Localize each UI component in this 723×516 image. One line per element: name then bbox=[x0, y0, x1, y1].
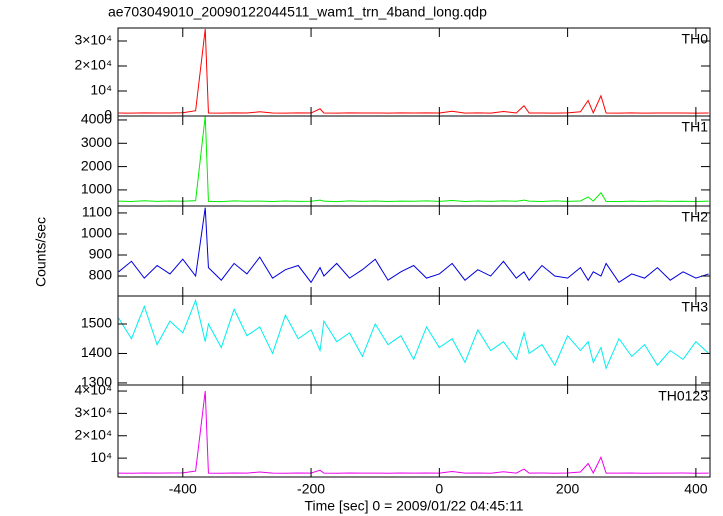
data-line bbox=[118, 116, 709, 203]
y-tick-label: 1000 bbox=[81, 181, 112, 197]
y-tick-label: 1100 bbox=[82, 204, 112, 220]
y-tick-label: 1500 bbox=[81, 315, 112, 331]
y-tick-label: 2000 bbox=[81, 157, 112, 173]
chart-title: ae703049010_20090122044511_wam1_trn_4ban… bbox=[108, 4, 487, 20]
y-tick-label: 10⁴ bbox=[90, 82, 112, 98]
x-tick-label: -400 bbox=[169, 481, 197, 497]
series-name: TH1 bbox=[682, 119, 709, 135]
data-line bbox=[118, 390, 709, 475]
data-line bbox=[118, 298, 710, 370]
panel-frame bbox=[117, 384, 711, 478]
x-tick-label: 200 bbox=[556, 481, 580, 497]
series-name: TH3 bbox=[682, 299, 709, 315]
y-tick-label: 3×10⁴ bbox=[74, 404, 112, 420]
y-tick-label: 800 bbox=[89, 267, 113, 283]
y-axis-label: Counts/sec bbox=[33, 217, 49, 287]
y-tick-label: 10⁴ bbox=[90, 449, 112, 465]
y-tick-label: 4000 bbox=[81, 111, 112, 127]
y-tick-label: 3×10⁴ bbox=[74, 32, 112, 48]
series-name: TH0123 bbox=[658, 388, 708, 404]
x-tick-label: 400 bbox=[684, 481, 708, 497]
y-tick-label: 900 bbox=[89, 246, 113, 262]
panel-frame bbox=[117, 295, 711, 386]
y-tick-label: 1300 bbox=[81, 374, 112, 390]
y-tick-label: 2×10⁴ bbox=[74, 57, 112, 73]
y-tick-label: 3000 bbox=[81, 134, 112, 150]
panel-frame bbox=[117, 205, 711, 297]
y-tick-label: 1400 bbox=[81, 344, 112, 360]
y-tick-label: 0 bbox=[104, 107, 112, 123]
y-tick-label: 2×10⁴ bbox=[74, 426, 112, 442]
series-name: TH0 bbox=[682, 31, 709, 47]
x-axis-label: Time [sec] 0 = 2009/01/22 04:45:11 bbox=[304, 498, 523, 514]
data-line bbox=[118, 207, 709, 284]
x-tick-label: -200 bbox=[297, 481, 325, 497]
y-tick-label: 4×10⁴ bbox=[74, 382, 112, 398]
x-tick-label: 0 bbox=[435, 481, 443, 497]
data-line bbox=[118, 28, 709, 115]
y-tick-label: 1000 bbox=[81, 225, 112, 241]
series-name: TH2 bbox=[682, 209, 709, 225]
